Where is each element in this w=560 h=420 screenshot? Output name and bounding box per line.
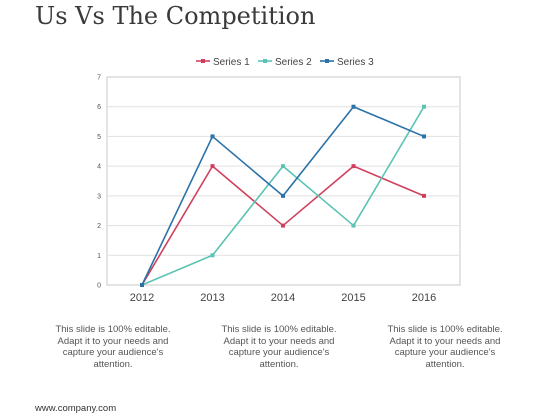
series-2-point (281, 164, 285, 169)
y-tick-label: 3 (97, 193, 101, 200)
series-1-point (210, 164, 215, 169)
series-1-point (281, 223, 285, 228)
legend-marker-3 (325, 59, 329, 63)
x-tick-label: 2015 (341, 292, 365, 304)
x-tick-label: 2016 (412, 292, 436, 304)
chart-series (140, 104, 426, 287)
x-tick-label: 2014 (271, 292, 295, 304)
y-tick-label: 2 (97, 223, 101, 230)
series-2-point (210, 253, 215, 258)
series-1-point (422, 193, 426, 198)
series-2-point (351, 223, 356, 228)
y-tick-label: 0 (97, 283, 101, 290)
caption-right: This slide is 100% editable. Adapt it to… (387, 324, 503, 370)
y-tick-label: 1 (97, 253, 101, 260)
legend-label-2: Series 2 (275, 57, 312, 68)
legend-label-1: Series 1 (213, 57, 250, 68)
x-axis-ticks: 2012 2013 2014 2015 2016 (130, 292, 436, 304)
series-3-point (140, 283, 144, 287)
plot-area-border (106, 76, 461, 286)
caption-left: This slide is 100% editable. Adapt it to… (55, 324, 171, 370)
chart-gridlines (106, 76, 461, 286)
series-3-point (281, 193, 285, 198)
caption-middle: This slide is 100% editable. Adapt it to… (221, 324, 337, 370)
series-3-point (351, 104, 356, 109)
footer-url: www.company.com (35, 403, 117, 414)
chart-legend: Series 1 Series 2 Series 3 (196, 57, 374, 68)
series-1-point (351, 164, 356, 169)
y-axis-ticks: 0 1 2 3 4 5 6 7 (97, 75, 101, 290)
slide-title: Us Vs The Competition (35, 2, 316, 30)
y-tick-label: 4 (97, 164, 101, 171)
x-tick-label: 2013 (200, 292, 224, 304)
legend-marker-1 (201, 59, 205, 63)
series-3-point (210, 134, 215, 139)
y-tick-label: 5 (97, 134, 101, 141)
y-tick-label: 7 (97, 75, 101, 82)
series-2-point (422, 104, 426, 109)
legend-marker-2 (263, 59, 267, 63)
series-3-point (422, 134, 426, 139)
legend-label-3: Series 3 (337, 57, 374, 68)
x-tick-label: 2012 (130, 292, 154, 304)
y-tick-label: 6 (97, 104, 101, 111)
